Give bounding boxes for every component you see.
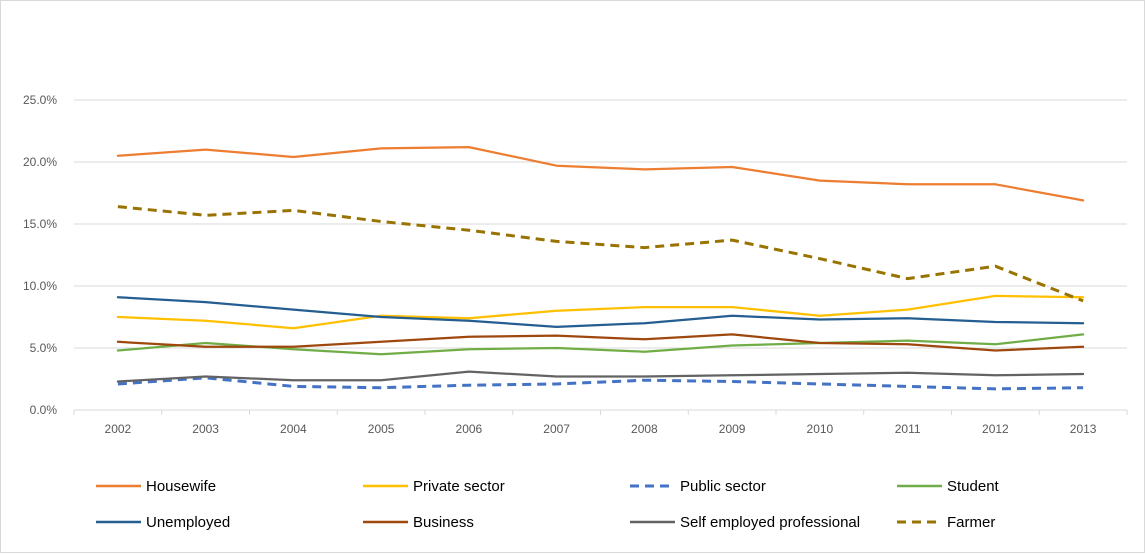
gridlines xyxy=(74,99,1127,349)
legend-item: Unemployed xyxy=(96,514,230,531)
legend-item: Business xyxy=(363,514,474,531)
y-tick-label: 15.0% xyxy=(23,217,57,231)
legend-label: Student xyxy=(947,478,1000,495)
legend-label: Public sector xyxy=(680,478,766,495)
legend-item: Student xyxy=(897,478,1000,495)
x-tick-label: 2005 xyxy=(368,422,395,436)
legend-item: Self employed professional xyxy=(630,514,860,531)
legend-item: Farmer xyxy=(897,514,995,531)
y-tick-label: 25.0% xyxy=(23,93,57,107)
legend-label: Private sector xyxy=(413,478,505,495)
legend-label: Business xyxy=(413,514,474,531)
legend-label: Housewife xyxy=(146,478,216,495)
x-tick-label: 2012 xyxy=(982,422,1009,436)
legend-item: Private sector xyxy=(363,478,505,495)
series-line-student xyxy=(116,333,1085,356)
x-tick-label: 2013 xyxy=(1070,422,1097,436)
legend: Housewife Private sector Public sector Stud… xyxy=(96,478,1000,531)
x-tick-label: 2008 xyxy=(631,422,658,436)
y-tick-label: 0.0% xyxy=(30,403,58,417)
axes: 0.0% 5.0% 10.0% 15.0% 20.0% 25.0% 2002 2003 2004… xyxy=(23,93,1128,436)
series-line-public-sector xyxy=(117,376,1084,391)
x-tick-label: 2004 xyxy=(280,422,307,436)
series-lines xyxy=(116,145,1085,391)
series-line-business xyxy=(116,333,1085,352)
series-line-farmer xyxy=(117,205,1084,303)
series-line-private-sector xyxy=(116,294,1085,330)
x-tick-label: 2011 xyxy=(895,422,921,436)
x-tick-label: 2007 xyxy=(543,422,570,436)
x-tick-label: 2010 xyxy=(807,422,834,436)
series-line-unemployed xyxy=(116,296,1085,329)
series-line-housewife xyxy=(116,145,1085,202)
x-tick-label: 2003 xyxy=(192,422,219,436)
legend-label: Farmer xyxy=(947,514,995,531)
legend-item: Housewife xyxy=(96,478,216,495)
x-tick-label: 2009 xyxy=(719,422,746,436)
series-line-self-employed-professional xyxy=(116,370,1085,383)
x-tick-label: 2002 xyxy=(105,422,132,436)
x-tick-label: 2006 xyxy=(456,422,483,436)
legend-item: Public sector xyxy=(630,478,766,495)
y-tick-label: 5.0% xyxy=(30,341,58,355)
legend-label: Self employed professional xyxy=(680,514,860,531)
y-tick-label: 10.0% xyxy=(23,279,57,293)
legend-label: Unemployed xyxy=(146,514,230,531)
y-tick-label: 20.0% xyxy=(23,155,57,169)
